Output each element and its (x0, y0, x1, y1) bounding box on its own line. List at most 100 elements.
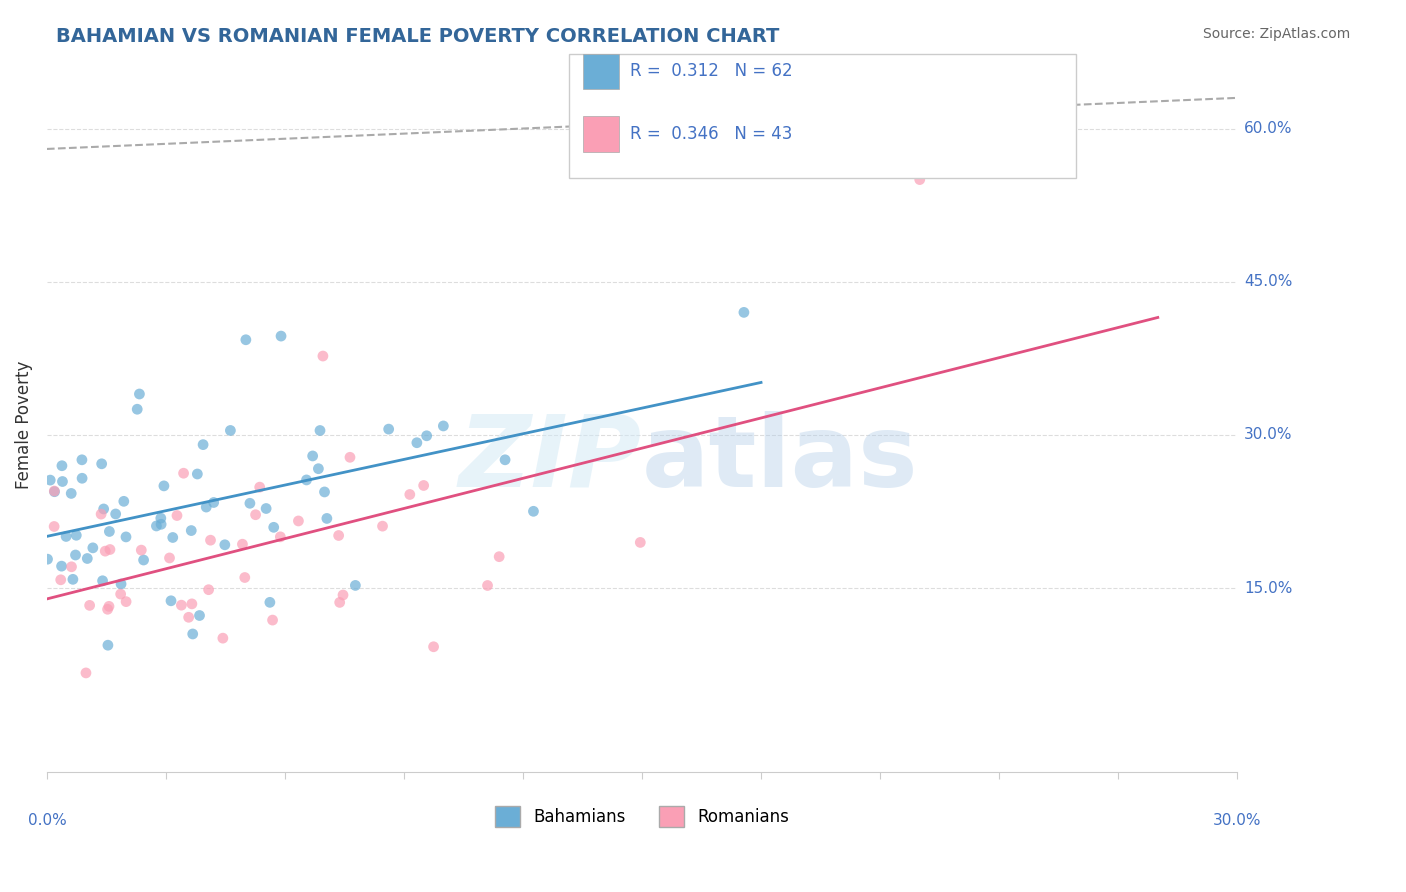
Point (307, 461, 329, 475)
Point (254, 501, 277, 516)
Point (162, 531, 184, 545)
Point (173, 467, 195, 481)
Point (202, 495, 225, 509)
Point (128, 387, 150, 401)
Point (110, 587, 132, 601)
Point (398, 487, 420, 501)
Point (344, 578, 367, 592)
Point (239, 496, 262, 510)
Point (93, 502, 115, 516)
Point (65, 548, 87, 562)
Point (200, 533, 222, 548)
Point (415, 429, 437, 443)
Point (75, 665, 97, 680)
Point (79, 599, 101, 613)
Point (145, 519, 167, 533)
Point (287, 514, 309, 528)
Point (231, 537, 253, 551)
Point (150, 517, 173, 532)
Point (245, 508, 267, 522)
Point (494, 452, 516, 467)
Point (44, 484, 66, 499)
Y-axis label: Female Poverty: Female Poverty (15, 360, 32, 489)
Point (195, 500, 218, 514)
Point (90, 457, 112, 471)
Point (908, 172, 931, 186)
Point (412, 478, 434, 492)
Text: 30.0%: 30.0% (1213, 813, 1261, 828)
Point (309, 424, 332, 438)
Point (188, 608, 211, 623)
Point (44, 519, 66, 533)
Point (186, 467, 208, 481)
Point (405, 435, 427, 450)
Point (70, 471, 93, 485)
Point (98, 542, 121, 557)
Point (90, 507, 112, 521)
Point (55, 529, 77, 543)
Point (233, 570, 256, 584)
Point (477, 578, 499, 592)
Point (270, 329, 292, 343)
Point (312, 349, 335, 363)
Point (191, 437, 214, 451)
Point (339, 450, 361, 465)
Text: 30.0%: 30.0% (1244, 427, 1292, 442)
Point (51, 475, 73, 489)
Point (628, 535, 651, 549)
Point (97, 638, 120, 652)
Point (315, 511, 337, 525)
Point (49, 573, 72, 587)
Point (127, 402, 149, 417)
Point (295, 473, 318, 487)
Point (39, 473, 62, 487)
Point (249, 480, 271, 494)
Point (332, 588, 354, 602)
Point (177, 610, 200, 624)
Point (153, 479, 176, 493)
Point (181, 627, 204, 641)
Point (377, 422, 399, 436)
Point (98, 599, 121, 614)
Text: R =  0.312   N = 62: R = 0.312 N = 62 (630, 62, 793, 80)
Text: 60.0%: 60.0% (1244, 121, 1292, 136)
Point (329, 595, 352, 609)
Point (82, 541, 104, 555)
Point (104, 507, 127, 521)
Text: 45.0%: 45.0% (1244, 274, 1292, 289)
Point (37, 552, 59, 566)
Point (488, 549, 510, 564)
Point (76, 551, 98, 566)
Point (269, 530, 291, 544)
Point (301, 449, 323, 463)
Point (97, 602, 120, 616)
Point (212, 631, 235, 645)
Point (328, 528, 350, 542)
Point (149, 511, 172, 525)
Point (91, 574, 114, 588)
Point (219, 424, 242, 438)
Point (51, 559, 73, 574)
Point (160, 594, 183, 608)
Point (132, 553, 155, 567)
Point (259, 595, 281, 609)
Text: BAHAMIAN VS ROMANIAN FEMALE POVERTY CORRELATION CHART: BAHAMIAN VS ROMANIAN FEMALE POVERTY CORR… (56, 27, 779, 45)
Point (263, 520, 285, 534)
Point (180, 524, 202, 538)
Text: ZIP: ZIP (458, 411, 643, 508)
Text: Source: ZipAtlas.com: Source: ZipAtlas.com (1202, 27, 1350, 41)
Point (432, 419, 454, 434)
Text: 0.0%: 0.0% (28, 813, 66, 828)
Point (44, 484, 66, 499)
Point (197, 582, 219, 597)
Text: R =  0.346   N = 43: R = 0.346 N = 43 (630, 125, 792, 143)
Point (51, 458, 73, 473)
Point (522, 504, 544, 518)
Point (115, 594, 138, 608)
Point (60, 486, 83, 500)
Point (98, 524, 121, 539)
Point (70, 452, 93, 467)
Point (94, 544, 117, 558)
Point (110, 577, 132, 591)
Legend: Bahamians, Romanians: Bahamians, Romanians (488, 799, 796, 833)
